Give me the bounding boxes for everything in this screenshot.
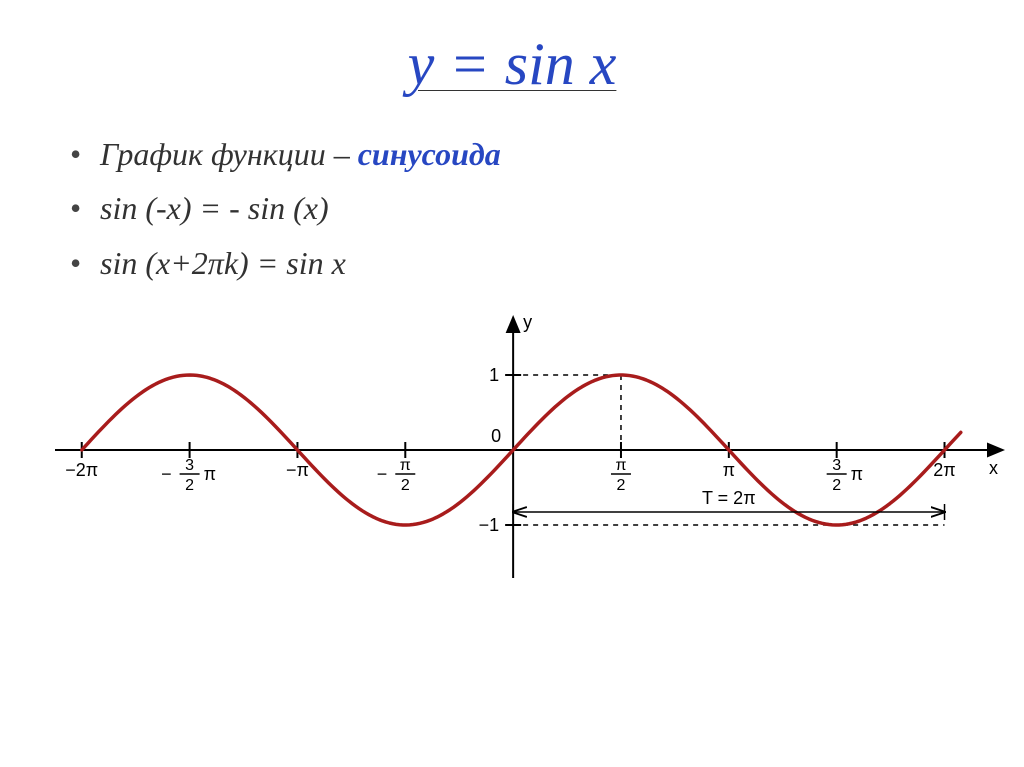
y-tick-label: 1 bbox=[489, 365, 499, 385]
svg-text:3: 3 bbox=[185, 457, 194, 474]
title-text: y = sin x bbox=[408, 31, 617, 97]
svg-text:2: 2 bbox=[832, 477, 841, 494]
svg-text:−: − bbox=[377, 464, 388, 484]
svg-text:2: 2 bbox=[185, 477, 194, 494]
bullet-2: sin (-x) = - sin (x) bbox=[70, 181, 974, 235]
bullet-list: График функции – синусоида sin (-x) = - … bbox=[50, 127, 974, 290]
svg-text:π: π bbox=[204, 464, 216, 484]
bullet-1-prefix: График функции – bbox=[100, 136, 358, 172]
svg-text:π: π bbox=[615, 457, 626, 474]
svg-text:−: − bbox=[161, 464, 172, 484]
x-tick-label: −π bbox=[286, 460, 309, 480]
period-label: T = 2π bbox=[702, 488, 756, 508]
svg-text:2: 2 bbox=[617, 477, 626, 494]
slide-title: y = sin x bbox=[50, 30, 974, 99]
svg-text:π: π bbox=[851, 464, 863, 484]
x-tick-label: −2π bbox=[65, 460, 98, 480]
x-tick-label: π bbox=[723, 460, 735, 480]
origin-label: 0 bbox=[491, 426, 501, 446]
bullet-1: График функции – синусоида bbox=[70, 127, 974, 181]
x-axis-label: x bbox=[989, 458, 998, 478]
sine-chart: xy0−2π32−π−ππ2−π2π32π2π1−1T = 2π bbox=[50, 310, 1010, 640]
bullet-1-accent: синусоида bbox=[358, 136, 501, 172]
chart-svg: xy0−2π32−π−ππ2−π2π32π2π1−1T = 2π bbox=[50, 310, 1010, 640]
svg-text:3: 3 bbox=[832, 457, 841, 474]
y-axis-label: y bbox=[523, 312, 532, 332]
svg-text:2: 2 bbox=[401, 477, 410, 494]
bullet-3: sin (x+2πk) = sin x bbox=[70, 236, 974, 290]
svg-text:π: π bbox=[400, 457, 411, 474]
y-tick-label: −1 bbox=[479, 515, 500, 535]
x-tick-label: 2π bbox=[933, 460, 955, 480]
